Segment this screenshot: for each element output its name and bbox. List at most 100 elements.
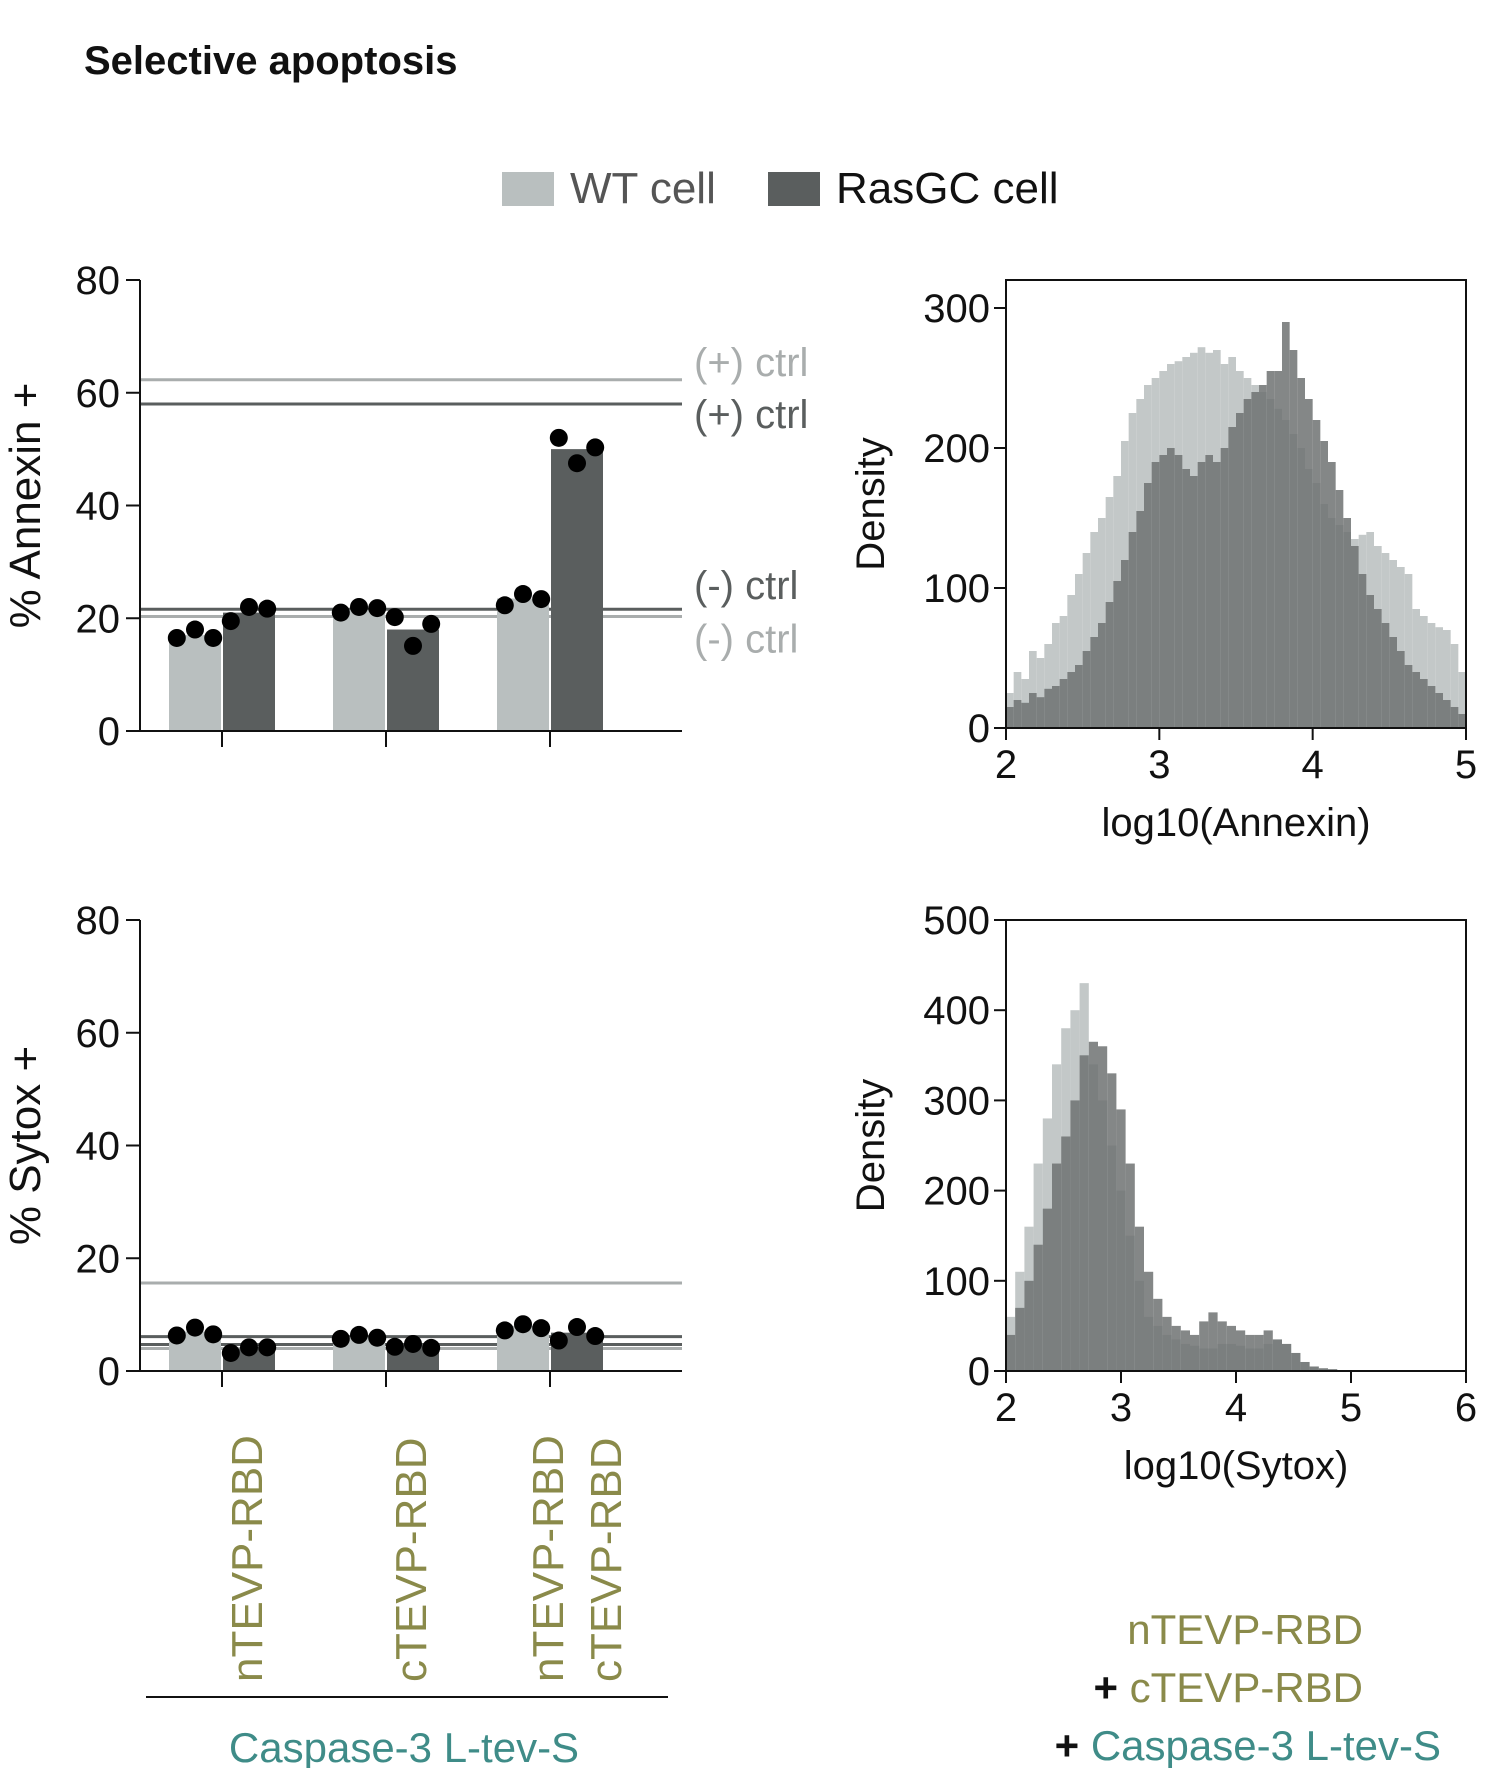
histogram-bar [1254,1334,1264,1371]
histogram-bar [1208,1312,1218,1371]
y-tick-label: 20 [76,1237,121,1281]
histogram-bar [1067,672,1075,728]
histogram-bar [1458,672,1466,728]
group-label: Caspase-3 L-tev-S [229,1724,579,1768]
data-point [368,599,387,618]
histogram-bar [1404,665,1413,728]
construct-label: cTEVP-RBD [582,1438,631,1682]
y-axis-label: % Sytox + [1,1046,50,1245]
bar [223,612,275,731]
histogram-caption: nTEVP-RBD + cTEVP-RBD + Caspase-3 L-tev-… [1055,1606,1441,1768]
caption-line-2: + cTEVP-RBD [1093,1664,1363,1711]
y-tick-label: 0 [968,707,990,751]
y-tick-label: 80 [76,899,121,943]
y-axis-label: % Annexin + [1,383,50,629]
histogram-bar [1052,623,1060,728]
histogram-bar [1318,1368,1328,1371]
y-tick-label: 0 [98,710,120,754]
data-point [495,1321,514,1340]
data-point [204,1325,223,1344]
x-tick-label: 6 [1455,1386,1477,1430]
histogram-bar [1335,490,1344,728]
histogram-bar [1397,651,1405,728]
x-tick-label: 2 [995,1386,1017,1430]
x-tick-label: 5 [1455,743,1477,787]
histogram-bar [1213,462,1221,728]
histogram-bar [1374,609,1382,728]
histogram-bar [1162,1316,1172,1371]
histogram-bar [1159,455,1167,728]
data-point [331,1329,350,1348]
data-point [549,428,568,447]
construct-label: nTEVP-RBD [524,1435,573,1682]
caption-line-3: + Caspase-3 L-tev-S [1055,1722,1441,1768]
histogram-bar [1125,1163,1135,1371]
histogram-bar [1199,1321,1209,1371]
data-point [385,608,404,627]
data-point [167,628,186,647]
data-point [368,1328,387,1347]
histogram-bar [1297,378,1305,728]
histogram-bar [1042,1208,1052,1371]
x-tick-label: 4 [1302,743,1324,787]
data-point [186,620,204,639]
histogram-bar [1144,1271,1154,1371]
y-tick-label: 200 [923,1170,990,1214]
histogram-bar [1144,483,1152,728]
histogram-bar [1090,637,1098,728]
caption-line-3-prefix: + [1055,1722,1091,1768]
histogram-bar [1458,714,1466,728]
histogram-bar [1006,1334,1016,1371]
histogram-bar [1151,462,1160,728]
histogram-bar [1044,688,1052,728]
data-point [167,1326,186,1345]
bar [497,598,549,731]
histogram-bar [1358,574,1367,728]
y-tick-label: 200 [923,427,990,471]
x-axis-label: log10(Sytox) [1124,1444,1349,1488]
histogram-bar [1167,448,1175,728]
y-axis-label: Density [849,1079,893,1212]
histogram-bar [1282,322,1290,728]
histogram-bar [1291,1352,1301,1371]
histogram-bar [1220,448,1229,728]
y-tick-label: 500 [923,899,990,943]
histogram-bar [1412,672,1420,728]
histogram-bar [1320,441,1328,728]
histogram-bar [1174,455,1183,728]
histogram-bar [1300,1361,1310,1371]
data-point [404,1334,422,1353]
y-tick-label: 40 [76,1125,121,1169]
histogram-bar [1236,413,1244,728]
histogram-bar [1381,623,1390,728]
y-tick-label: 100 [923,567,990,611]
histogram-bar [1082,651,1091,728]
y-tick-label: 80 [76,259,121,303]
data-point [221,1343,240,1362]
caption-line-2-prefix: + [1093,1664,1129,1711]
data-point [495,596,514,615]
y-tick-label: 100 [923,1260,990,1304]
histogram-bar [1251,392,1259,728]
histogram-bar [1088,1041,1098,1371]
x-tick-label: 5 [1340,1386,1362,1430]
histogram-bar [1075,665,1083,728]
histogram-bar [1153,1298,1163,1371]
reference-line-label: (-) ctrl [694,564,798,608]
data-point [568,454,586,473]
histogram-bar [1136,511,1144,728]
construct-label: cTEVP-RBD [387,1438,436,1682]
histogram-bar [1243,399,1252,728]
data-point [586,1327,605,1346]
histogram-bar [1029,651,1037,728]
histogram-bar [1079,1055,1089,1371]
data-point [258,1338,277,1357]
data-point [532,590,551,609]
data-point [186,1318,204,1337]
histogram-bar [1029,693,1037,728]
data-point [258,599,277,618]
histogram-bar [1059,679,1068,728]
data-point [385,1337,404,1356]
data-point [240,1338,258,1357]
y-tick-label: 400 [923,989,990,1033]
